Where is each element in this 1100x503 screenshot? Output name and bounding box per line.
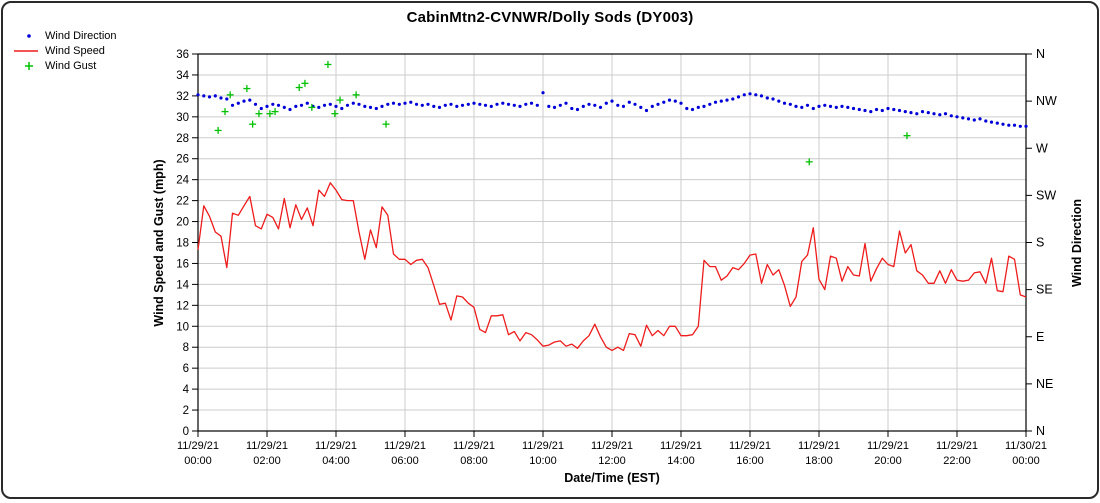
tick-label: 10:00	[529, 455, 557, 467]
wind-speed-line	[197, 182, 1027, 352]
tick-label: 4	[183, 384, 190, 396]
tick-label: NW	[1036, 94, 1057, 108]
tick-label: 32	[176, 91, 189, 103]
tick-label: 11/29/21	[177, 440, 219, 452]
tick-label: 11/29/21	[867, 440, 909, 452]
y-axis-left-title: Wind Speed and Gust (mph)	[152, 159, 166, 327]
tick-label: 06:00	[391, 455, 419, 467]
tick-label: N	[1036, 47, 1045, 61]
tick-label: 00:00	[1012, 455, 1040, 467]
legend: Wind Direction Wind Speed Wind Gust	[11, 28, 117, 73]
tick-label: 20	[176, 217, 189, 229]
tick-label: 22	[176, 196, 189, 208]
tick-label: 16	[176, 258, 189, 270]
tick-label: 36	[176, 49, 189, 61]
legend-item-wind-gust: Wind Gust	[11, 58, 117, 73]
tick-label: 16:00	[736, 455, 764, 467]
tick-label: 11/29/21	[315, 440, 357, 452]
tick-label: 14	[176, 279, 189, 291]
tick-label: 11/29/21	[384, 440, 426, 452]
legend-label-wind-gust: Wind Gust	[45, 59, 97, 72]
tick-label: 0	[183, 426, 189, 438]
tick-label: SW	[1036, 188, 1056, 202]
x-axis-ticks: 11/29/21 00:00 11/29/21 02:00 11/29/21 04:00 1…	[177, 431, 1047, 467]
tick-label: 11/29/21	[729, 440, 771, 452]
tick-label: NE	[1036, 377, 1053, 391]
tick-label: 11/29/21	[660, 440, 702, 452]
tick-label: E	[1036, 330, 1044, 344]
tick-label: 22:00	[943, 455, 971, 467]
y-axis-right-ticks: N NW W SW S SE E NE N	[1026, 47, 1057, 438]
legend-label-wind-direction: Wind Direction	[45, 29, 117, 42]
tick-label: 6	[183, 363, 189, 375]
tick-label: 8	[183, 342, 189, 354]
tick-label: 10	[176, 321, 189, 333]
x-axis-title: Date/Time (EST)	[564, 471, 660, 485]
tick-label: 11/29/21	[798, 440, 840, 452]
tick-label: 11/29/21	[936, 440, 978, 452]
tick-label: 30	[176, 112, 189, 124]
tick-label: 11/29/21	[591, 440, 633, 452]
tick-label: 11/30/21	[1005, 440, 1047, 452]
tick-label: SE	[1036, 283, 1053, 297]
legend-label-wind-speed: Wind Speed	[45, 44, 105, 57]
tick-label: 11/29/21	[522, 440, 564, 452]
tick-label: N	[1036, 424, 1045, 438]
tick-label: 02:00	[253, 455, 281, 467]
tick-label: 12:00	[598, 455, 626, 467]
tick-label: 26	[176, 154, 189, 166]
tick-label: 04:00	[322, 455, 350, 467]
wind-gust-markers	[214, 60, 911, 166]
legend-item-wind-speed: Wind Speed	[11, 43, 117, 58]
tick-label: 08:00	[460, 455, 488, 467]
tick-label: 18	[176, 238, 189, 250]
wind-direction-dots	[196, 91, 1028, 128]
tick-label: 14:00	[667, 455, 695, 467]
wind-speed-line-icon	[11, 46, 41, 56]
tick-label: 20:00	[874, 455, 902, 467]
tick-label: 34	[176, 70, 189, 82]
wind-gust-plus-icon	[11, 61, 41, 71]
chart-title: CabinMtn2-CVNWR/Dolly Sods (DY003)	[406, 9, 694, 26]
tick-label: 24	[176, 175, 189, 187]
tick-label: 00:00	[184, 455, 212, 467]
wind-direction-dot-icon	[11, 31, 41, 41]
tick-label: 11/29/21	[453, 440, 495, 452]
tick-label: 18:00	[805, 455, 833, 467]
tick-label: 2	[183, 405, 189, 417]
tick-label: 12	[176, 300, 189, 312]
legend-item-wind-direction: Wind Direction	[11, 28, 117, 43]
gridlines	[198, 54, 1026, 431]
tick-label: W	[1036, 141, 1048, 155]
y-axis-right-title: Wind Direction	[1070, 198, 1084, 288]
tick-label: 11/29/21	[246, 440, 288, 452]
tick-label: 28	[176, 133, 189, 145]
tick-label: S	[1036, 236, 1044, 250]
